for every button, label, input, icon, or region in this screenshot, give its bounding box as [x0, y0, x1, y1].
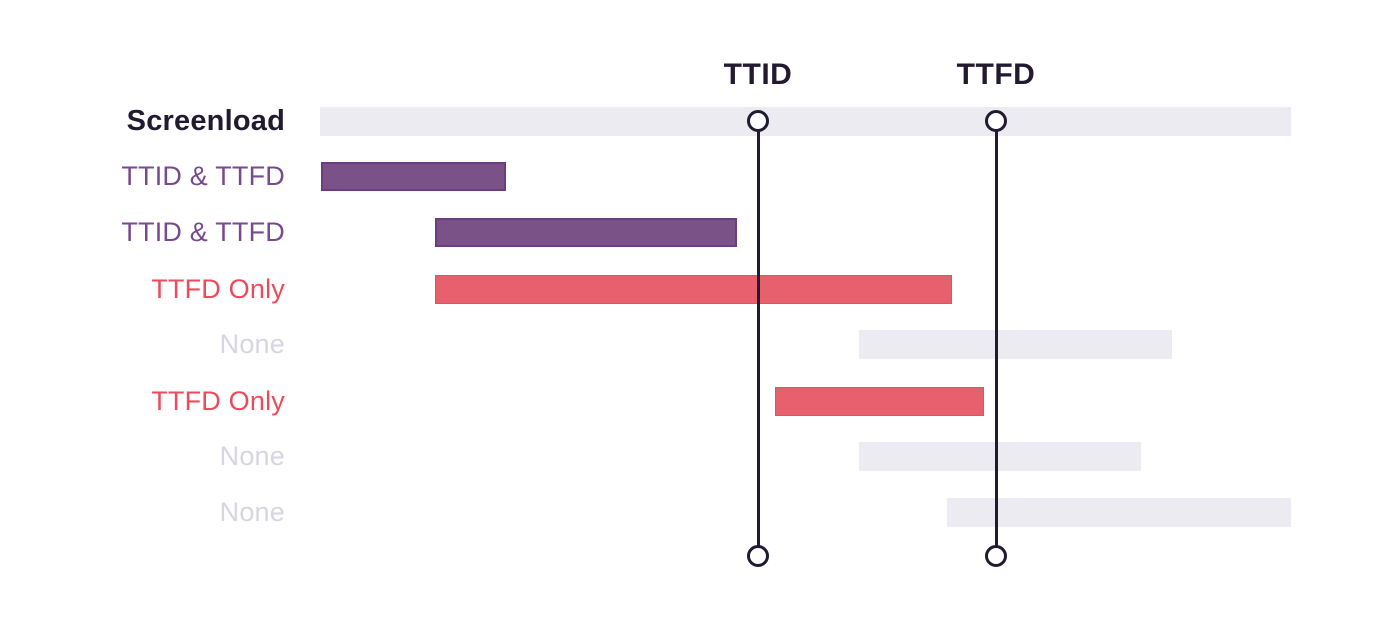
marker-pin-bottom-ttid — [747, 545, 769, 567]
row-label-none: None — [219, 329, 285, 359]
span-bar-ttfd — [775, 387, 984, 416]
span-bar-none — [859, 330, 1172, 359]
span-bar-ttfd — [435, 275, 952, 304]
row-label-ttfd: TTFD Only — [151, 386, 285, 416]
marker-pin-top-ttfd — [985, 110, 1007, 132]
span-bar-none — [859, 442, 1141, 471]
marker-line-ttid — [756, 121, 760, 556]
row-label-ttfd: TTFD Only — [151, 274, 285, 304]
marker-label-ttfd: TTFD — [956, 58, 1036, 91]
row-label-none: None — [219, 441, 285, 471]
marker-pin-top-ttid — [747, 110, 769, 132]
span-bar-both — [321, 162, 506, 191]
marker-line-ttfd — [994, 121, 998, 556]
marker-label-ttid: TTID — [723, 58, 793, 91]
span-bar-none — [947, 498, 1291, 527]
row-label-both: TTID & TTFD — [121, 161, 285, 191]
row-label-screenload: Screenload — [126, 105, 285, 137]
marker-pin-bottom-ttfd — [985, 545, 1007, 567]
row-label-none: None — [219, 497, 285, 527]
span-bar-screenload — [320, 107, 1291, 136]
row-label-both: TTID & TTFD — [121, 217, 285, 247]
span-bar-both — [435, 218, 737, 247]
